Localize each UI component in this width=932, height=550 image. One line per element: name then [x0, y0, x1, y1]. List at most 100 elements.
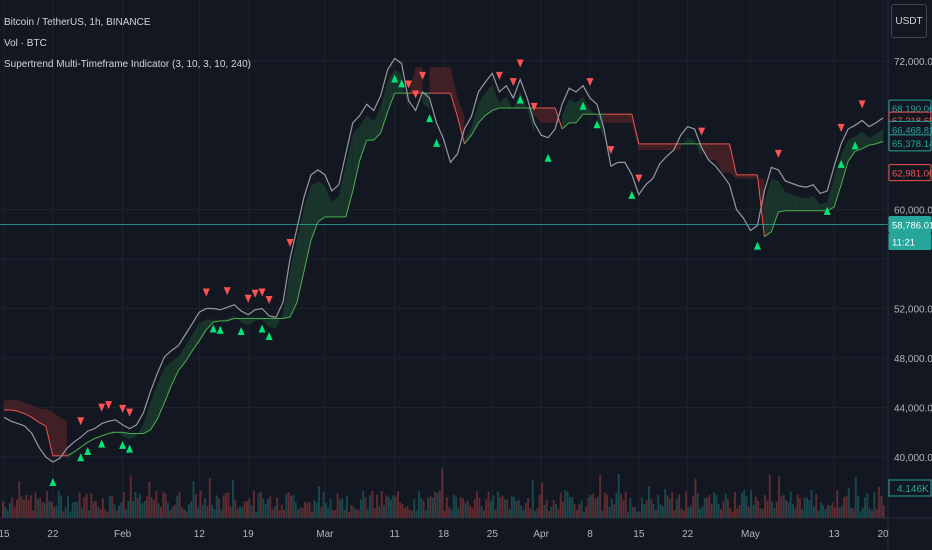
supertrend-fill	[834, 155, 842, 208]
supertrend-fill	[303, 185, 311, 272]
supertrend-fill	[150, 384, 158, 430]
supertrend-segment	[770, 211, 779, 232]
volume-bar	[720, 509, 722, 518]
volume-bar	[245, 501, 248, 518]
buy-signal-arrow	[433, 138, 441, 147]
indicator-legend[interactable]: Supertrend Multi-Timeframe Indicator (3,…	[4, 59, 251, 70]
supertrend-segment	[282, 316, 291, 319]
supertrend-fill	[764, 178, 772, 237]
supertrend-fill	[185, 334, 193, 362]
x-tick-label: 25	[487, 529, 499, 540]
volume-bar	[685, 491, 688, 518]
supertrend-segment	[198, 329, 207, 341]
volume-legend[interactable]: Vol · BTC	[4, 38, 47, 49]
supertrend-fill	[841, 140, 849, 185]
volume-bar	[485, 499, 488, 518]
supertrend-segment	[861, 144, 870, 150]
volume-bar	[592, 493, 595, 518]
currency-unit-button[interactable]: USDT	[891, 4, 927, 38]
volume-bar	[831, 502, 834, 518]
sell-signal-arrow	[837, 123, 845, 132]
supertrend-fill	[485, 84, 493, 116]
supertrend-fill	[436, 67, 444, 94]
supertrend-fill	[290, 239, 297, 318]
volume-bar	[875, 508, 878, 518]
volume-bar	[445, 497, 448, 518]
volume-bar	[448, 507, 451, 518]
volume-bar	[689, 505, 692, 518]
volume-bar	[8, 502, 11, 518]
volume-bar	[459, 497, 462, 518]
axis-value-tag	[888, 164, 932, 182]
supertrend-fill	[506, 96, 514, 110]
volume-bar	[641, 497, 643, 518]
volume-bar	[722, 501, 725, 518]
volume-bar	[222, 495, 225, 518]
sell-signal-arrow	[223, 287, 231, 296]
y-tick-label: 52,000.00	[894, 305, 932, 316]
volume-bar	[808, 500, 811, 518]
volume-bar	[573, 504, 576, 518]
supertrend-fill	[736, 174, 744, 179]
supertrend-fill	[603, 114, 611, 123]
volume-bar	[27, 499, 30, 518]
volume-bar	[327, 508, 330, 518]
volume-bar	[431, 497, 434, 518]
supertrend-segment	[170, 370, 179, 386]
x-tick-label: Mar	[316, 529, 334, 540]
axis-value-label: 11:21	[892, 238, 915, 249]
supertrend-segment	[157, 402, 165, 419]
volume-bar	[873, 491, 876, 518]
volume-bar	[548, 510, 550, 518]
supertrend-fill	[624, 114, 632, 123]
axis-value-tag	[888, 216, 932, 234]
volume-bar	[287, 492, 290, 518]
volume-bar	[510, 496, 513, 518]
supertrend-fill	[799, 197, 807, 211]
volume-bar	[359, 499, 362, 518]
supertrend-fill	[457, 98, 465, 144]
supertrend-fill	[680, 137, 688, 147]
supertrend-segment	[73, 446, 82, 453]
axis-value-label: 65,378.14	[892, 139, 932, 150]
volume-bar	[118, 505, 121, 518]
volume-bar	[324, 502, 327, 518]
supertrend-fill	[276, 313, 284, 329]
buy-signal-arrow	[593, 120, 601, 129]
volume-bar	[443, 510, 446, 518]
supertrend-fill	[806, 195, 814, 211]
volume-bar	[378, 506, 381, 518]
supertrend-segment	[764, 231, 772, 238]
volume-bar	[313, 499, 316, 518]
supertrend-segment	[227, 317, 235, 322]
volume-bar	[503, 499, 506, 518]
supertrend-fill	[471, 103, 479, 136]
sell-signal-arrow	[119, 404, 127, 413]
volume-bar	[703, 498, 706, 518]
volume-bar	[624, 491, 627, 518]
volume-bar	[661, 506, 664, 518]
supertrend-fill	[513, 90, 521, 110]
supertrend-fill	[869, 133, 877, 146]
volume-bar	[868, 508, 871, 518]
volume-bar	[622, 500, 625, 518]
sell-signal-arrow	[405, 80, 413, 89]
supertrend-segment	[38, 421, 47, 427]
volume-bar	[771, 501, 774, 518]
volume-bar	[452, 494, 455, 518]
x-tick-label: Feb	[114, 529, 132, 540]
supertrend-fill	[10, 400, 18, 412]
x-tick-label: 8	[587, 529, 593, 540]
volume-bar	[531, 479, 534, 518]
volume-bar	[99, 508, 102, 518]
volume-bar	[710, 503, 713, 518]
x-tick-label: 11	[389, 529, 400, 540]
symbol-title[interactable]: Bitcoin / TetherUS, 1h, BINANCE	[4, 17, 151, 28]
volume-bar	[692, 496, 695, 518]
volume-bar	[204, 498, 207, 518]
volume-bar	[406, 505, 409, 518]
volume-bar	[169, 510, 172, 518]
volume-bar	[320, 506, 323, 518]
volume-bar	[673, 510, 676, 518]
